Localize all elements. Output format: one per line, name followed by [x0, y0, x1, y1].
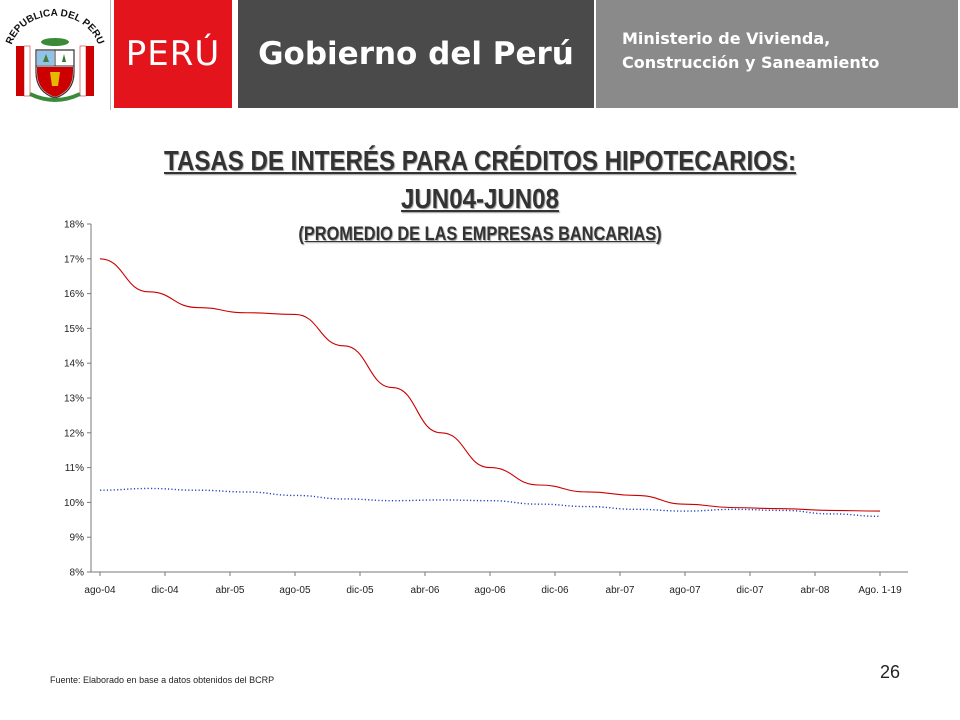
y-tick-label: 13%	[64, 394, 84, 405]
series-line-dotted-blue	[99, 487, 881, 518]
header-banner: REPUBLICA DEL PERU PERÚ	[0, 0, 960, 110]
y-tick-label: 16%	[64, 289, 84, 300]
x-tick-label: ago-07	[669, 585, 701, 596]
y-tick-label: 10%	[64, 498, 84, 509]
x-tick-label: abr-05	[216, 585, 245, 596]
chart-ticks: 8% 9% 10% 11% 12% 13% 14% 15% 16% 17% 18% ago-04 dic…	[64, 220, 902, 597]
y-tick-label: 17%	[64, 254, 84, 265]
x-tick-label: Ago. 1-19	[858, 585, 902, 596]
x-tick-label: abr-08	[801, 585, 830, 596]
y-tick-label: 11%	[65, 463, 84, 474]
ministry-box: Ministerio de Vivienda, Construcción y S…	[596, 0, 958, 108]
y-tick-label: 18%	[64, 220, 84, 231]
chart-series	[99, 258, 881, 518]
y-tick-label: 15%	[64, 324, 84, 335]
source-note: Fuente: Elaborado en base a datos obteni…	[50, 675, 275, 685]
chart-title-line2: JUN04-JUN08	[401, 183, 559, 214]
y-tick-label: 14%	[64, 359, 84, 370]
ministry-name-line1: Ministerio de Vivienda,	[622, 29, 831, 48]
x-tick-label: dic-05	[346, 585, 374, 596]
y-tick-label: 9%	[70, 533, 85, 544]
government-brand-box: Gobierno del Perú	[238, 0, 594, 108]
chart-axes	[90, 224, 908, 573]
chart-subtitle: (PROMEDIO DE LAS EMPRESAS BANCARIAS)	[298, 224, 662, 245]
government-label: Gobierno del Perú	[258, 36, 574, 72]
x-tick-label: abr-06	[411, 585, 440, 596]
x-tick-label: dic-04	[151, 585, 179, 596]
y-tick-label: 8%	[70, 568, 85, 579]
x-tick-label: dic-07	[736, 585, 764, 596]
x-tick-label: dic-06	[541, 585, 569, 596]
x-tick-label: ago-06	[474, 585, 506, 596]
y-tick-label: 12%	[64, 428, 84, 439]
page-number: 26	[880, 662, 901, 682]
x-tick-label: abr-07	[606, 585, 635, 596]
ministry-name-line2: Construcción y Saneamiento	[622, 53, 880, 72]
chart-title-line1: TASAS DE INTERÉS PARA CRÉDITOS HIPOTECAR…	[164, 145, 796, 176]
coat-of-arms-logo: REPUBLICA DEL PERU	[0, 0, 111, 110]
peru-brand-label: PERÚ	[125, 34, 221, 74]
x-tick-label: ago-05	[279, 585, 311, 596]
x-tick-label: ago-04	[84, 585, 116, 596]
peru-brand-box: PERÚ	[114, 0, 232, 108]
series-line-solid-red	[99, 258, 881, 512]
